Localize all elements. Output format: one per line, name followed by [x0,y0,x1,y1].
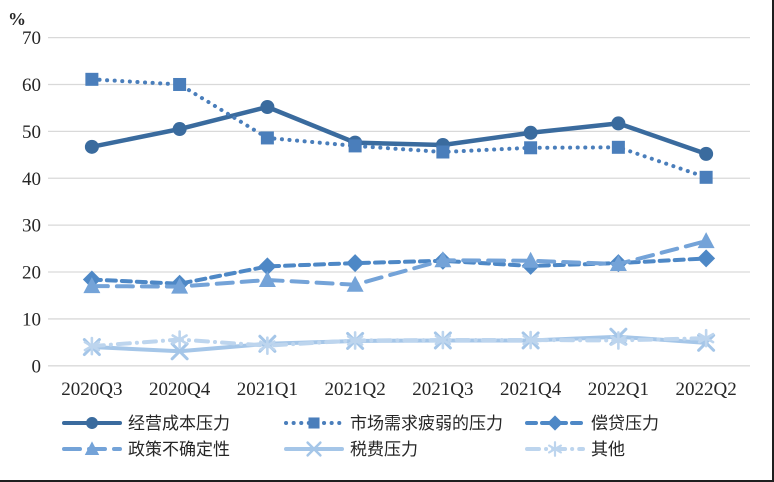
marker-diamond [547,415,563,431]
marker-x [306,441,322,457]
series-operating-cost-pressure [84,99,714,161]
marker-triangle [609,255,627,272]
marker-triangle [83,277,101,294]
legend-label-policy-uncertainty: 政策不确定性 [128,440,230,459]
y-tick-label-70: 70 [22,28,41,49]
y-tick-label-0: 0 [32,356,42,377]
y-tick-label-20: 20 [22,263,41,284]
y-tick-label-50: 50 [22,122,41,143]
legend-item-loan-repayment-pressure: 偿贷压力 [525,414,659,433]
y-tick-label-60: 60 [22,75,41,96]
x-tick-label-2021Q4: 2021Q4 [500,379,562,400]
legend-item-operating-cost-pressure: 经营成本压力 [62,414,230,433]
x-tick-label-2021Q2: 2021Q2 [325,379,386,400]
legend-label-tax-fee-pressure: 税费压力 [350,440,418,459]
legend-item-other: 其他 [525,440,625,459]
marker-asterisk [259,336,276,355]
series-other [83,328,715,356]
legend-label-loan-repayment-pressure: 偿贷压力 [591,414,659,433]
marker-circle [523,125,538,140]
series-line-operating-cost-pressure [89,104,709,157]
marker-circle [260,99,275,114]
legend-label-operating-cost-pressure: 经营成本压力 [128,414,230,433]
legend-label-weak-market-demand-pressure: 市场需求疲弱的压力 [350,414,503,433]
marker-circle [699,146,714,161]
x-axis-labels: 2020Q3 2020Q4 2021Q1 2021Q2 2021Q3 2021Q4 2022… [61,379,736,400]
marker-triangle [346,275,364,292]
x-tick-label-2022Q2: 2022Q2 [676,379,737,400]
marker-asterisk [83,336,101,356]
marker-asterisk [548,441,562,457]
legend-label-other: 其他 [591,440,625,459]
x-tick-label-2020Q4: 2020Q4 [149,379,211,400]
marker-triangle [171,277,189,294]
marker-asterisk [434,330,452,350]
x-tick-label-2021Q3: 2021Q3 [412,379,473,400]
marker-asterisk [610,331,627,350]
marker-asterisk [697,328,715,348]
x-tick-label-2020Q3: 2020Q3 [61,379,122,400]
series-line-weak-market-demand-pressure [89,77,709,180]
y-axis-unit-label: % [8,9,26,29]
marker-circle [84,139,99,154]
series-line-policy-uncertainty [89,239,709,289]
x-tick-label-2021Q1: 2021Q1 [237,379,298,400]
marker-circle [86,417,98,429]
marker-triangle [522,251,540,268]
legend-item-tax-fee-pressure: 税费压力 [284,440,418,459]
marker-square [699,170,713,184]
marker-asterisk [171,330,188,349]
marker-diamond [258,257,277,276]
marker-triangle [434,251,452,268]
x-tick-label-2022Q1: 2022Q1 [588,379,649,400]
marker-triangle [697,232,715,249]
legend-item-weak-market-demand-pressure: 市场需求疲弱的压力 [284,414,503,433]
marker-x [170,342,189,361]
y-tick-label-40: 40 [22,169,41,190]
marker-circle [611,116,626,131]
marker-square [348,139,362,153]
gridlines [48,36,750,367]
marker-square [85,72,99,86]
legend-item-policy-uncertainty: 政策不确定性 [62,440,230,459]
series-line-other [89,336,709,349]
marker-square [260,131,274,145]
y-tick-label-30: 30 [22,216,41,237]
marker-square [611,140,625,154]
y-tick-label-10: 10 [22,309,41,330]
series-weak-market-demand-pressure [85,72,713,184]
marker-asterisk [346,331,364,350]
marker-asterisk [522,330,539,350]
marker-diamond [697,249,716,268]
marker-diamond [346,254,365,273]
marker-square [524,141,538,155]
series-policy-uncertainty [83,232,715,294]
marker-square [308,417,320,429]
marker-triangle [258,270,276,287]
marker-square [173,77,187,91]
marker-circle [172,122,187,137]
marker-triangle [84,441,100,455]
marker-square [436,145,450,159]
y-axis-labels: 0 10 20 30 40 50 60 70 [22,28,41,377]
